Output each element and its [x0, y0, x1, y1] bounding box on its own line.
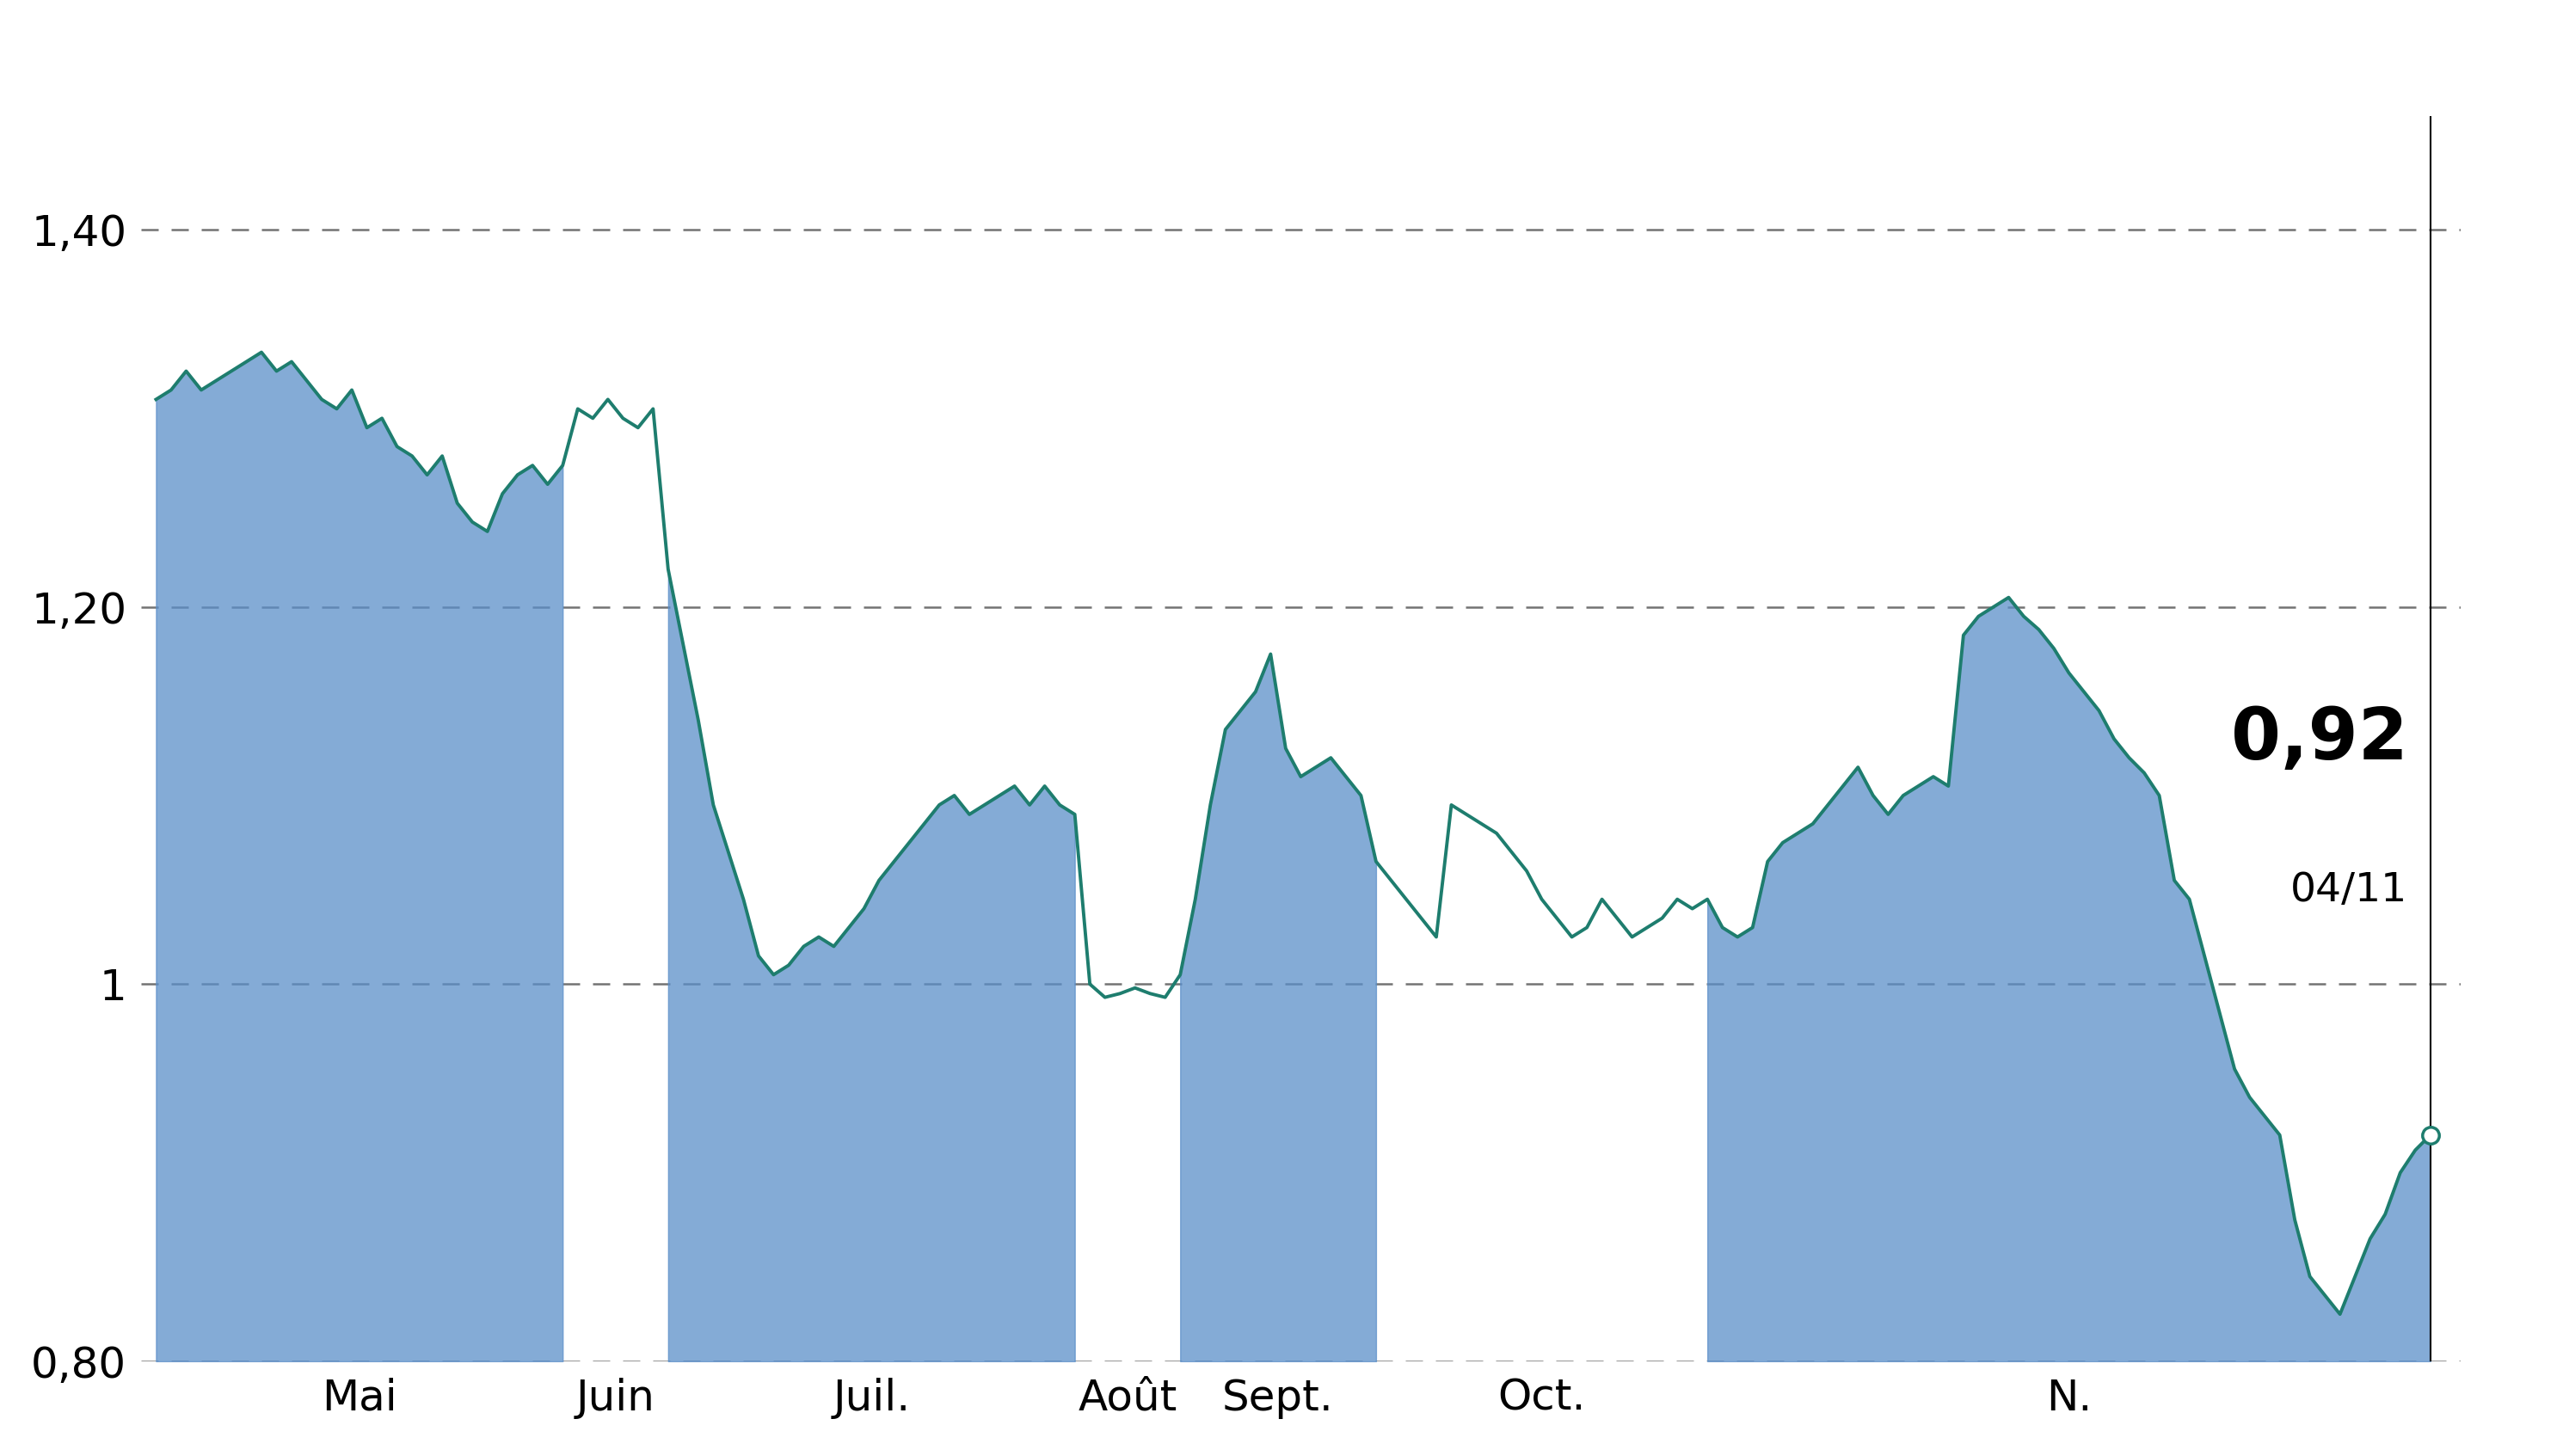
Text: 04/11: 04/11 [2291, 871, 2407, 910]
Text: TRANSGENE: TRANSGENE [956, 16, 1607, 108]
Text: 0,92: 0,92 [2230, 705, 2407, 773]
